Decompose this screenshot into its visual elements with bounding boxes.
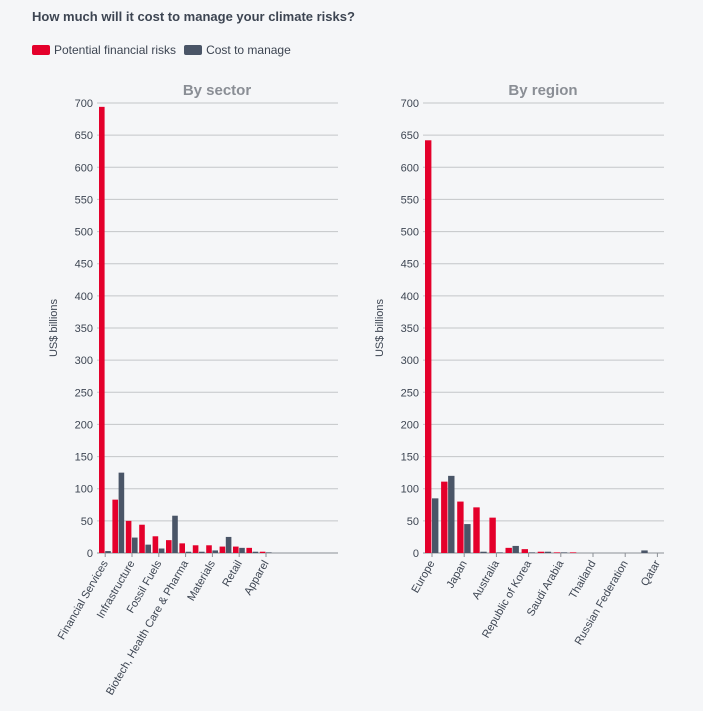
legend-swatch-financial-risks	[32, 45, 50, 55]
bar-region-risk-7	[537, 551, 545, 553]
bar-region-cost-2	[464, 524, 471, 553]
x-tick-label-sector-6: Apparel	[242, 559, 271, 598]
y-axis-label-region: US$ billions	[374, 298, 386, 357]
chart-title-region: By region	[508, 82, 577, 99]
y-tick-label-sector-350: 350	[75, 323, 93, 335]
bar-sector-cost-5	[172, 515, 178, 553]
y-tick-label-region-700: 700	[401, 98, 419, 110]
y-tick-label-region-400: 400	[401, 291, 419, 303]
bar-region-cost-8	[560, 552, 568, 553]
bar-region-risk-4	[489, 517, 496, 553]
y-tick-label-region-600: 600	[401, 162, 419, 174]
y-tick-label-sector-300: 300	[75, 355, 93, 367]
y-tick-label-sector-0: 0	[87, 548, 93, 560]
bar-sector-risk-8	[206, 545, 212, 553]
y-axis-label-sector: US$ billions	[48, 298, 60, 357]
bar-region-risk-0	[425, 140, 432, 554]
bar-region-cost-3	[480, 551, 487, 553]
bar-sector-cost-2	[132, 537, 138, 553]
y-tick-label-sector-550: 550	[75, 194, 93, 206]
bar-region-cost-1	[448, 475, 455, 553]
y-tick-label-sector-500: 500	[75, 227, 93, 239]
bar-region-risk-3	[473, 507, 480, 553]
legend-item-financial-risks[interactable]: Potential financial risks	[32, 43, 176, 57]
y-tick-label-region-250: 250	[401, 387, 419, 399]
x-tick-label-region-1: Japan	[444, 559, 469, 591]
y-tick-label-region-350: 350	[401, 323, 419, 335]
bar-sector-cost-6	[185, 551, 192, 553]
y-tick-label-region-650: 650	[401, 130, 419, 142]
bar-sector-cost-1	[118, 472, 125, 553]
y-tick-label-region-300: 300	[401, 355, 419, 367]
x-tick-label-region-0: Europe	[409, 559, 437, 596]
y-tick-label-sector-150: 150	[75, 452, 93, 464]
y-tick-label-region-100: 100	[401, 484, 419, 496]
bar-sector-risk-2	[125, 520, 132, 553]
bar-sector-cost-4	[158, 548, 165, 553]
y-tick-label-sector-450: 450	[75, 259, 93, 271]
bar-region-risk-1	[441, 481, 448, 553]
legend: Potential financial risks Cost to manage	[32, 43, 299, 57]
bar-region-cost-5	[512, 545, 519, 553]
y-tick-label-region-50: 50	[407, 516, 419, 528]
bar-sector-risk-4	[152, 536, 159, 553]
bar-sector-cost-7	[199, 551, 205, 553]
y-tick-label-sector-250: 250	[75, 387, 93, 399]
y-tick-label-sector-650: 650	[75, 130, 93, 142]
bar-region-cost-4	[496, 552, 503, 553]
bar-region-risk-8	[553, 552, 561, 553]
x-tick-label-region-5: Thailand	[567, 559, 598, 602]
y-tick-label-sector-600: 600	[75, 162, 93, 174]
bar-sector-cost-3	[145, 544, 151, 553]
y-tick-label-sector-200: 200	[75, 419, 93, 431]
y-tick-label-sector-50: 50	[81, 516, 93, 528]
bar-sector-risk-6	[179, 543, 185, 553]
y-tick-label-sector-100: 100	[75, 484, 93, 496]
bar-sector-risk-12	[259, 551, 266, 553]
legend-label-cost-to-manage: Cost to manage	[206, 43, 291, 57]
y-tick-label-region-550: 550	[401, 194, 419, 206]
x-tick-label-region-2: Australia	[470, 558, 502, 602]
bar-sector-risk-11	[246, 547, 252, 553]
bar-sector-cost-10	[239, 547, 245, 553]
bar-region-risk-5	[505, 547, 512, 553]
bar-region-cost-13	[641, 550, 648, 553]
bar-sector-risk-10	[233, 546, 239, 553]
legend-item-cost-to-manage[interactable]: Cost to manage	[184, 43, 291, 57]
y-tick-label-sector-400: 400	[75, 291, 93, 303]
bar-sector-risk-7	[192, 545, 199, 553]
page-title: How much will it cost to manage your cli…	[32, 9, 355, 24]
bar-region-cost-6	[528, 552, 535, 553]
bar-sector-cost-12	[266, 552, 272, 553]
bar-sector-risk-0	[99, 106, 105, 553]
bar-region-risk-2	[457, 501, 464, 553]
bar-region-cost-7	[544, 551, 552, 553]
bar-sector-cost-9	[225, 536, 232, 553]
legend-label-financial-risks: Potential financial risks	[54, 43, 177, 57]
bar-sector-cost-0	[105, 551, 111, 553]
y-tick-label-region-0: 0	[413, 548, 419, 560]
bar-sector-risk-9	[219, 546, 226, 553]
y-tick-label-sector-700: 700	[75, 98, 93, 110]
x-tick-label-region-7: Qatar	[639, 558, 663, 588]
chart-title-sector: By sector	[183, 82, 252, 99]
legend-swatch-cost-to-manage	[184, 45, 203, 55]
bar-region-risk-6	[521, 549, 528, 553]
bar-region-cost-0	[432, 498, 439, 553]
x-tick-label-sector-5: Retail	[220, 559, 244, 589]
bar-region-risk-9	[569, 552, 577, 553]
bar-sector-cost-8	[212, 550, 218, 553]
bar-sector-risk-3	[139, 524, 145, 553]
y-tick-label-region-450: 450	[401, 259, 419, 271]
bar-sector-risk-1	[112, 499, 118, 553]
y-tick-label-region-500: 500	[401, 227, 419, 239]
bar-sector-cost-11	[252, 551, 259, 553]
y-tick-label-region-200: 200	[401, 419, 419, 431]
y-tick-label-region-150: 150	[401, 452, 419, 464]
bar-sector-risk-5	[166, 540, 172, 553]
